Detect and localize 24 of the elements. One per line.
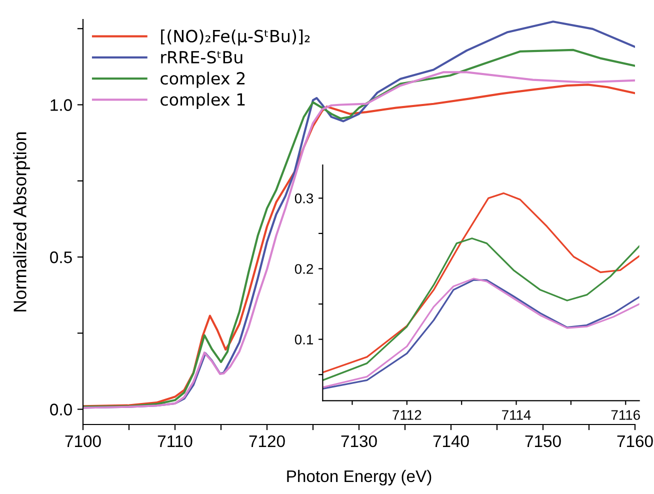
x-tick-label: 7110 [158, 435, 192, 448]
y-tick-label: 0.2 [294, 264, 313, 274]
line-series [322, 192, 640, 374]
x-tick-label: 7160 [617, 435, 653, 448]
x-tick-label: 7120 [249, 435, 285, 448]
x-tick-label: 7130 [341, 435, 377, 448]
y-axis-title: Normalized Absorption [13, 132, 30, 312]
text: 0.0 [50, 404, 72, 416]
line-series [322, 238, 640, 382]
legend-label: rRRE-SᵗBu [161, 50, 242, 64]
x-axis-title: Photon Energy (eV) [287, 470, 432, 486]
x-tick-label: 7112 [392, 410, 422, 420]
legend-label: complex 2 [160, 72, 245, 88]
y-tick-label: 0.5 [50, 251, 72, 264]
x-tick-label: 7150 [525, 435, 561, 448]
y-tick-label: 0.1 [294, 334, 313, 344]
x-tick-label: 7100 [65, 435, 101, 448]
legend-label: complex 1 [160, 92, 245, 110]
y-tick-label: 1.0 [50, 99, 72, 111]
legend-label: [(NO)₂Fe(μ-SᵗBu)]₂ [161, 30, 310, 46]
y-tick-label: 0.3 [294, 194, 314, 204]
x-tick-label: 7114 [502, 410, 531, 420]
x-tick-label: 7116 [611, 410, 640, 420]
x-tick-label: 7140 [433, 435, 469, 448]
